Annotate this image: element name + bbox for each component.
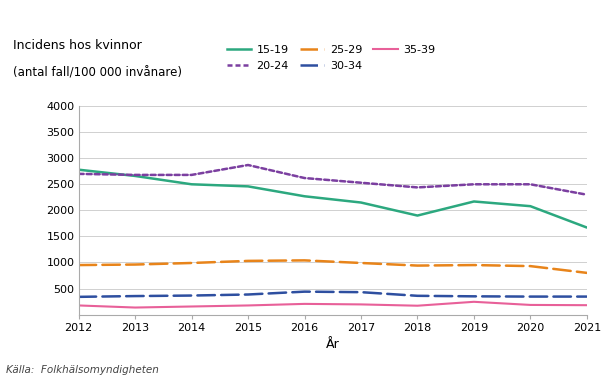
20-24 — [244, 163, 252, 167]
30-34 — [414, 293, 421, 298]
20-24 — [527, 182, 534, 186]
Text: (antal fall/100 000 invånare): (antal fall/100 000 invånare) — [13, 67, 182, 80]
35-39 — [470, 299, 477, 304]
35-39 — [188, 304, 195, 309]
25-29 — [414, 263, 421, 268]
20-24 — [75, 172, 82, 176]
20-24 — [414, 185, 421, 190]
35-39 — [358, 302, 365, 307]
X-axis label: År: År — [326, 338, 339, 351]
25-29 — [301, 258, 308, 263]
35-39 — [301, 302, 308, 306]
35-39 — [244, 303, 252, 308]
15-19 — [527, 204, 534, 208]
35-39 — [414, 304, 421, 308]
15-19 — [414, 213, 421, 218]
30-34 — [470, 294, 477, 299]
25-29 — [527, 264, 534, 268]
20-24 — [131, 173, 139, 177]
25-29 — [583, 271, 590, 275]
30-34 — [527, 294, 534, 299]
Line: 30-34: 30-34 — [79, 292, 587, 297]
35-39 — [583, 303, 590, 307]
35-39 — [527, 303, 534, 307]
Line: 15-19: 15-19 — [79, 170, 587, 227]
15-19 — [244, 184, 252, 189]
15-19 — [583, 225, 590, 230]
Legend: 15-19, 20-24, 25-29, 30-34, 35-39: 15-19, 20-24, 25-29, 30-34, 35-39 — [226, 45, 436, 70]
35-39 — [75, 303, 82, 308]
15-19 — [75, 168, 82, 172]
25-29 — [188, 261, 195, 265]
Text: Incidens hos kvinnor: Incidens hos kvinnor — [13, 39, 142, 52]
20-24 — [301, 176, 308, 180]
30-34 — [75, 294, 82, 299]
25-29 — [244, 258, 252, 263]
25-29 — [470, 263, 477, 267]
30-34 — [301, 290, 308, 294]
15-19 — [470, 199, 477, 204]
20-24 — [470, 182, 477, 186]
15-19 — [301, 194, 308, 199]
20-24 — [583, 193, 590, 197]
30-34 — [358, 290, 365, 294]
30-34 — [188, 293, 195, 298]
25-29 — [358, 261, 365, 265]
25-29 — [75, 263, 82, 267]
Text: Källa:  Folkhälsomyndigheten: Källa: Folkhälsomyndigheten — [6, 365, 159, 375]
25-29 — [131, 262, 139, 267]
Line: 35-39: 35-39 — [79, 302, 587, 307]
20-24 — [188, 173, 195, 177]
15-19 — [188, 182, 195, 186]
30-34 — [583, 294, 590, 299]
20-24 — [358, 180, 365, 185]
30-34 — [244, 292, 252, 297]
Line: 25-29: 25-29 — [79, 260, 587, 273]
15-19 — [131, 174, 139, 178]
35-39 — [131, 305, 139, 310]
15-19 — [358, 200, 365, 205]
30-34 — [131, 294, 139, 298]
Line: 20-24: 20-24 — [79, 165, 587, 195]
